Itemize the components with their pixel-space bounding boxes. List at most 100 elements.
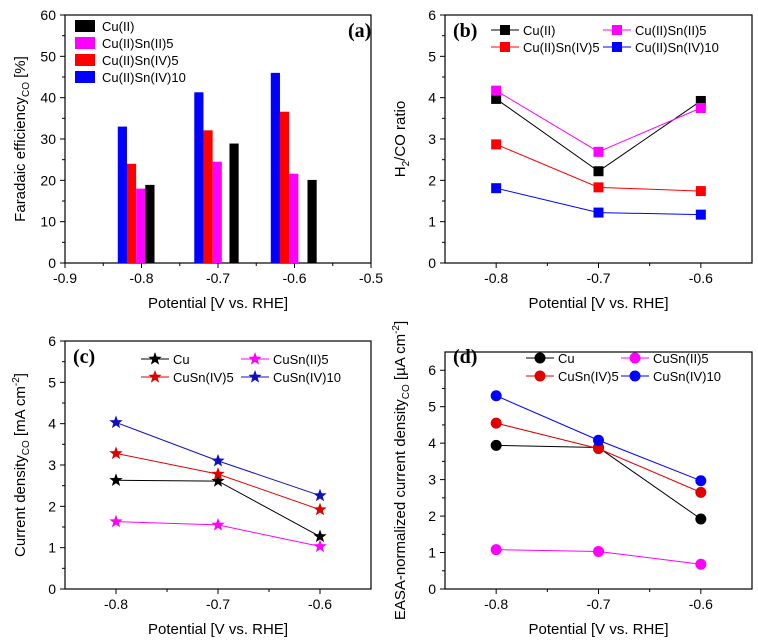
legend-label: Cu(II) — [102, 19, 135, 34]
data-point — [593, 434, 604, 446]
legend-marker — [148, 352, 162, 365]
series-cu-ii- — [491, 93, 706, 177]
panel-label: (d) — [453, 346, 477, 368]
y-tick-label: 3 — [48, 457, 56, 473]
x-tick-label: -0.9 — [53, 270, 77, 286]
y-tick-label: 3 — [428, 131, 436, 147]
y-axis-title-sub: CO — [21, 440, 32, 455]
legend-marker — [534, 370, 546, 382]
data-point — [695, 186, 706, 197]
y-axis-title-unit: /CO ratio — [392, 101, 409, 161]
data-point — [313, 502, 327, 516]
panel-c: -0.8 -0.7 -0.6 0 1 2 3 4 5 6 Potential [V vs. RHE]… — [11, 333, 372, 638]
y-tick-label: 0 — [428, 581, 436, 597]
y-tick-label: 1 — [428, 545, 436, 561]
data-point — [695, 486, 707, 498]
y-axis-title: Current densityCO [mA cm-2] — [11, 373, 32, 557]
legend-label: CuSn(IV)5 — [558, 369, 619, 384]
legend-marker — [534, 352, 546, 364]
panel-d: -0.8 -0.7 -0.6 0 1 2 3 4 5 6 Potential [V vs. RHE]… — [391, 321, 753, 638]
data-point — [490, 417, 502, 429]
y-axis-title: Faradaic efficiencyCO [%] — [12, 56, 32, 222]
y-tick-label: 6 — [428, 7, 436, 23]
data-point — [593, 166, 604, 177]
data-point — [593, 443, 604, 455]
y-tick-label: 4 — [428, 90, 436, 106]
bar-cu-ii-sn-ii-5 — [136, 188, 146, 263]
series-line — [496, 422, 702, 493]
data-point — [695, 475, 707, 487]
data-point — [109, 514, 123, 528]
data-point — [695, 209, 706, 220]
bar-cu-ii-sn-iv-10 — [117, 126, 127, 263]
legend-label: Cu(II)Sn(IV)5 — [102, 53, 179, 68]
data-point — [491, 139, 502, 150]
legend-label: Cu — [558, 351, 575, 366]
legend-marker — [248, 352, 262, 365]
data-point — [593, 207, 604, 218]
y-axis-title-sub: CO — [21, 82, 32, 97]
y-axis-title-main: H — [392, 166, 409, 177]
series-cusn-iv-10 — [109, 415, 327, 502]
y-tick-label: 10 — [40, 214, 56, 230]
series-cu-ii-sn-iv-10 — [491, 183, 706, 220]
data-point — [695, 558, 707, 570]
series-line — [496, 444, 702, 520]
data-point — [491, 85, 502, 96]
x-tick-label: -0.6 — [308, 596, 332, 612]
y-tick-label: 60 — [40, 7, 56, 23]
bar-cu-ii- — [145, 184, 155, 263]
y-tick-label: 2 — [428, 172, 436, 188]
y-axis-title-unit: [mA cm — [12, 386, 29, 440]
x-axis-title: Potential [V vs. RHE] — [148, 295, 288, 312]
legend-marker — [629, 352, 641, 364]
y-tick-label: 2 — [48, 498, 56, 514]
series-cu-ii-sn-iv-5 — [491, 139, 706, 197]
x-tick-label: -0.5 — [359, 270, 383, 286]
bar-cu-ii-sn-iv-10 — [194, 92, 204, 263]
legend-label: Cu — [173, 352, 190, 367]
x-tick-label: -0.6 — [689, 596, 713, 612]
x-axis-title: Potential [V vs. RHE] — [528, 295, 668, 312]
data-point — [490, 390, 502, 402]
bar-cu-ii- — [229, 143, 239, 263]
legend-swatch — [75, 20, 95, 32]
y-axis-title-sup: -2 — [11, 377, 22, 386]
y-tick-label: 6 — [48, 333, 56, 349]
legend-label: Cu(II)Sn(II)5 — [102, 36, 174, 51]
legend-marker — [500, 25, 510, 35]
x-tick-label: -0.8 — [129, 270, 153, 286]
legend-label: Cu(II)Sn(IV)5 — [523, 40, 600, 55]
legend-marker — [500, 42, 510, 52]
y-axis-title-unit: [µA cm — [392, 334, 409, 384]
y-axis-title-end: ] — [392, 321, 409, 325]
data-point — [313, 529, 327, 543]
y-tick-label: 3 — [428, 472, 436, 488]
data-point — [593, 545, 604, 557]
y-axis-title-sub: 2 — [401, 160, 412, 166]
data-point — [491, 183, 502, 194]
legend-swatch — [75, 54, 95, 66]
legend-marker — [629, 370, 641, 382]
y-axis-title-sup: -2 — [391, 325, 402, 334]
x-tick-label: -0.6 — [282, 270, 306, 286]
y-tick-label: 40 — [40, 90, 56, 106]
legend: Cu CuSn(II)5 CuSn(IV)5 CuSn(IV)10 — [526, 351, 721, 384]
bar-cu-ii-sn-ii-5 — [212, 161, 222, 263]
data-point — [695, 103, 706, 113]
legend-marker — [248, 370, 262, 383]
data-point — [490, 439, 502, 451]
y-axis-title-main: EASA-normalized current density — [392, 399, 409, 620]
y-axis-title: H2/CO ratio — [392, 101, 412, 177]
y-tick-label: 0 — [48, 255, 56, 271]
data-point — [695, 95, 706, 106]
y-axis-title-unit: [%] — [12, 56, 29, 82]
y-tick-label: 6 — [428, 362, 436, 378]
bar-cu-ii-sn-ii-5 — [289, 173, 299, 263]
series-cu — [109, 473, 327, 543]
data-point — [593, 146, 604, 157]
legend-label: CuSn(IV)10 — [273, 370, 341, 385]
legend-marker — [612, 42, 622, 52]
x-tick-label: -0.8 — [484, 270, 508, 286]
